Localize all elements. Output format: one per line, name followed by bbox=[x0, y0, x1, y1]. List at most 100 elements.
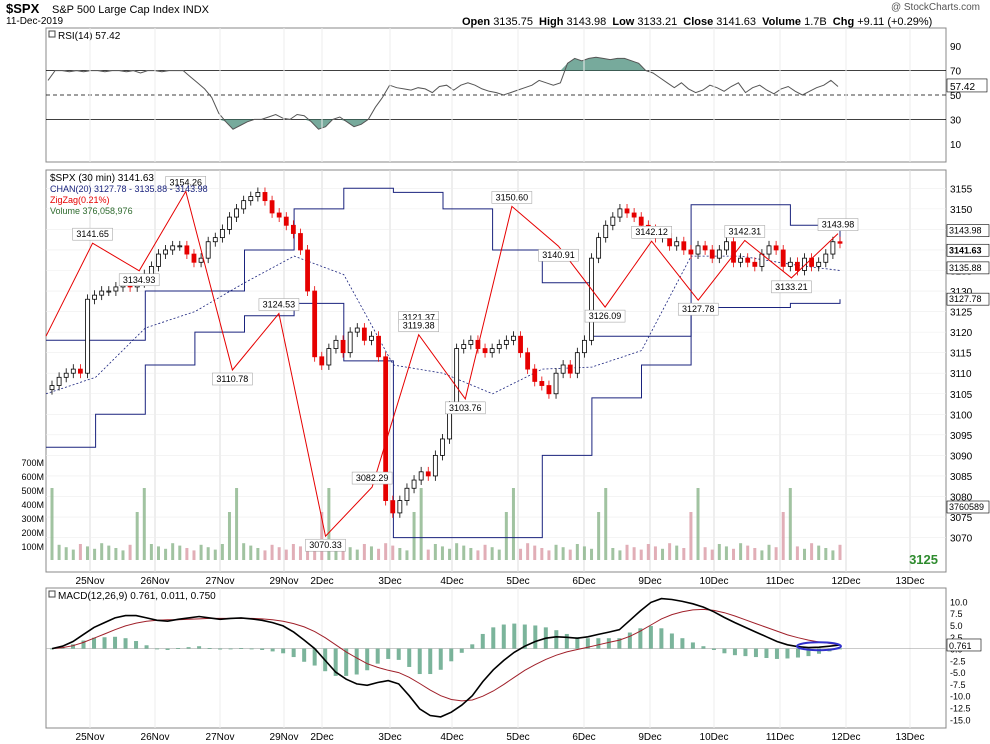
price-tick-label: 3085 bbox=[950, 472, 973, 483]
macd-x-axis-label: 29Nov bbox=[270, 732, 299, 743]
volume-bar bbox=[227, 512, 231, 560]
macd-histogram-bar bbox=[806, 648, 811, 657]
macd-histogram-bar bbox=[291, 648, 296, 658]
low-value: 3133.21 bbox=[637, 16, 678, 28]
candle-body bbox=[212, 237, 218, 243]
candle-body bbox=[766, 245, 772, 255]
volume-bar bbox=[121, 550, 125, 560]
volume-bar bbox=[156, 546, 160, 560]
open-label: Open bbox=[462, 16, 491, 28]
candle-body bbox=[596, 237, 602, 259]
candle-body bbox=[262, 192, 268, 202]
macd-histogram-bar bbox=[113, 636, 118, 649]
volume-bar bbox=[270, 544, 274, 560]
volume-bar bbox=[646, 544, 650, 560]
volume-bar bbox=[590, 548, 594, 560]
volume-bar bbox=[114, 548, 118, 560]
volume-bar bbox=[732, 548, 736, 560]
volume-bar bbox=[753, 548, 757, 560]
volume-bar bbox=[142, 488, 146, 560]
volume-bar bbox=[604, 488, 608, 560]
volume-bar bbox=[369, 546, 373, 560]
candle-body bbox=[695, 245, 701, 255]
volume-bar bbox=[448, 548, 452, 560]
volume-bar bbox=[391, 545, 395, 560]
volume-bar bbox=[341, 544, 345, 560]
macd-x-axis-label: 12Dec bbox=[832, 732, 861, 743]
candle-body bbox=[525, 352, 531, 370]
candle-body bbox=[482, 348, 488, 354]
volume-bar bbox=[760, 550, 764, 560]
volume-bar bbox=[71, 549, 75, 560]
macd-histogram-bar bbox=[585, 638, 590, 649]
rsi-last-value-box bbox=[946, 78, 988, 93]
macd-x-axis-label: 3Dec bbox=[378, 732, 401, 743]
macd-x-axis-label: 27Nov bbox=[206, 732, 235, 743]
volume-bar bbox=[298, 546, 302, 560]
candle-body bbox=[383, 356, 389, 501]
volume-bar bbox=[838, 544, 842, 560]
x-axis-label: 4Dec bbox=[440, 576, 463, 587]
macd-histogram-bar bbox=[638, 628, 643, 649]
macd-histogram-bar bbox=[512, 623, 517, 649]
pivot-label: 3154.26 bbox=[169, 177, 202, 187]
volume-bar bbox=[568, 549, 572, 560]
volume-bar bbox=[78, 544, 82, 560]
volume-bar bbox=[199, 544, 203, 560]
right-value-label: 3141.63 bbox=[949, 245, 982, 255]
candle-body bbox=[567, 364, 573, 374]
macd-histogram-bar bbox=[207, 648, 212, 649]
candle-body bbox=[376, 335, 381, 358]
volume-bar bbox=[582, 546, 586, 560]
macd-tick-label: -12.5 bbox=[950, 704, 971, 714]
volume-bar bbox=[164, 548, 168, 560]
volume-bar bbox=[682, 548, 686, 560]
pivot-label: 3143.98 bbox=[822, 220, 855, 230]
pivot-label: 3133.21 bbox=[775, 282, 808, 292]
macd-histogram-bar bbox=[281, 648, 286, 654]
macd-histogram-bar bbox=[302, 648, 307, 662]
candle-body bbox=[539, 381, 545, 386]
rsi-last-value-label: 57.42 bbox=[950, 82, 975, 93]
macd-histogram-bar bbox=[312, 648, 317, 666]
volume-bar bbox=[128, 544, 132, 560]
price-tick-label: 3100 bbox=[950, 410, 973, 421]
candle-body bbox=[532, 368, 538, 382]
volume-bar bbox=[284, 549, 288, 560]
volume-bar bbox=[483, 544, 487, 560]
volume-bar bbox=[511, 488, 515, 560]
pivot-label: 3142.12 bbox=[635, 227, 668, 237]
volume-bar bbox=[668, 543, 672, 560]
candle-body bbox=[177, 245, 183, 248]
macd-histogram-bar bbox=[564, 633, 569, 649]
pivot-label: 3124.53 bbox=[263, 300, 296, 310]
right-value-label: 3143.98 bbox=[949, 226, 982, 236]
candle-body bbox=[631, 212, 637, 218]
pivot-label-box bbox=[445, 401, 486, 415]
pivot-label: 3103.76 bbox=[449, 403, 482, 413]
volume-bar bbox=[93, 548, 97, 560]
pivot-label: 3140.91 bbox=[542, 250, 575, 260]
exchange-text: INDX bbox=[182, 4, 209, 16]
macd-histogram-bar bbox=[386, 648, 391, 659]
macd-histogram-bar bbox=[575, 637, 580, 649]
macd-histogram-bar bbox=[753, 648, 758, 658]
price-tick-label: 3125 bbox=[950, 308, 973, 319]
price-tick-label: 3110 bbox=[950, 369, 972, 380]
candle-body bbox=[738, 257, 744, 263]
macd-histogram-bar bbox=[176, 648, 181, 649]
candle-body bbox=[369, 335, 374, 341]
macd-histogram-bar bbox=[501, 624, 506, 649]
candle-body bbox=[731, 241, 736, 263]
candle-body bbox=[340, 339, 346, 354]
candle-body bbox=[709, 249, 715, 259]
candle-body bbox=[795, 261, 800, 271]
macd-histogram-bar bbox=[690, 642, 695, 649]
macd-panel-frame bbox=[45, 587, 947, 729]
macd-histogram-bar bbox=[365, 648, 370, 671]
volume-bar bbox=[696, 488, 700, 560]
candle-body bbox=[745, 257, 751, 263]
macd-histogram-bar bbox=[417, 648, 422, 675]
pivot-label-box bbox=[165, 176, 207, 189]
